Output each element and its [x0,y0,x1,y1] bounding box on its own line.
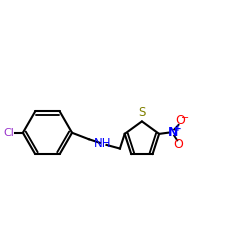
Text: Cl: Cl [4,128,14,138]
Text: O: O [174,138,184,151]
Text: O: O [175,114,185,127]
Text: −: − [181,113,189,123]
Text: S: S [139,106,146,119]
Text: N: N [168,126,178,139]
Text: NH: NH [94,138,112,150]
Text: +: + [174,124,181,133]
